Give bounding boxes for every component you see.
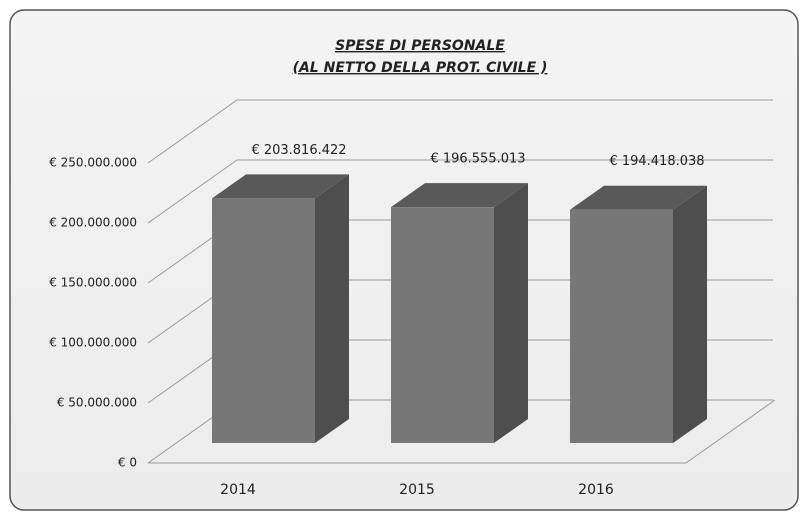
bar-top xyxy=(570,185,707,210)
x-tick-label: 2016 xyxy=(578,482,614,498)
chart-subtitle: (AL NETTO DELLA PROT. CIVILE ) xyxy=(293,60,548,76)
grid-line-side xyxy=(147,99,238,164)
bar-top xyxy=(212,174,349,199)
bar xyxy=(570,209,673,443)
chart-title: SPESE DI PERSONALE xyxy=(335,38,505,54)
bar-top xyxy=(391,183,528,208)
value-label: € 203.816.422 xyxy=(251,143,346,158)
x-tick-label: 2014 xyxy=(220,482,256,498)
value-label: € 194.418.038 xyxy=(609,154,704,169)
y-tick-label: € 200.000.000 xyxy=(49,216,137,230)
bar xyxy=(212,198,315,443)
grid-line-side xyxy=(147,159,238,224)
bar-side xyxy=(673,185,707,443)
y-tick-label: € 100.000.000 xyxy=(49,336,137,350)
value-label: € 196.555.013 xyxy=(430,152,525,167)
x-tick-label: 2015 xyxy=(399,482,435,498)
y-tick-label: € 0 xyxy=(118,456,137,470)
bar xyxy=(391,207,494,443)
bar-side xyxy=(315,174,349,443)
bar-side xyxy=(494,183,528,444)
y-tick-label: € 250.000.000 xyxy=(49,156,137,170)
y-tick-label: € 150.000.000 xyxy=(49,276,137,290)
y-tick-label: € 50.000.000 xyxy=(57,396,137,410)
floor-right xyxy=(685,399,776,464)
